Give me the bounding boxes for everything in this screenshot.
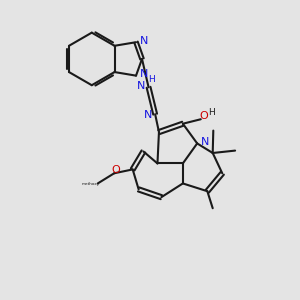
Text: O: O xyxy=(200,111,208,121)
Text: N: N xyxy=(140,36,148,46)
Text: O: O xyxy=(111,165,120,175)
Text: N: N xyxy=(137,81,145,91)
Text: H: H xyxy=(208,108,215,117)
Text: N: N xyxy=(140,70,148,80)
Text: N: N xyxy=(200,137,209,147)
Text: H: H xyxy=(148,75,155,84)
Text: N: N xyxy=(143,110,152,120)
Text: methoxy: methoxy xyxy=(82,182,100,186)
